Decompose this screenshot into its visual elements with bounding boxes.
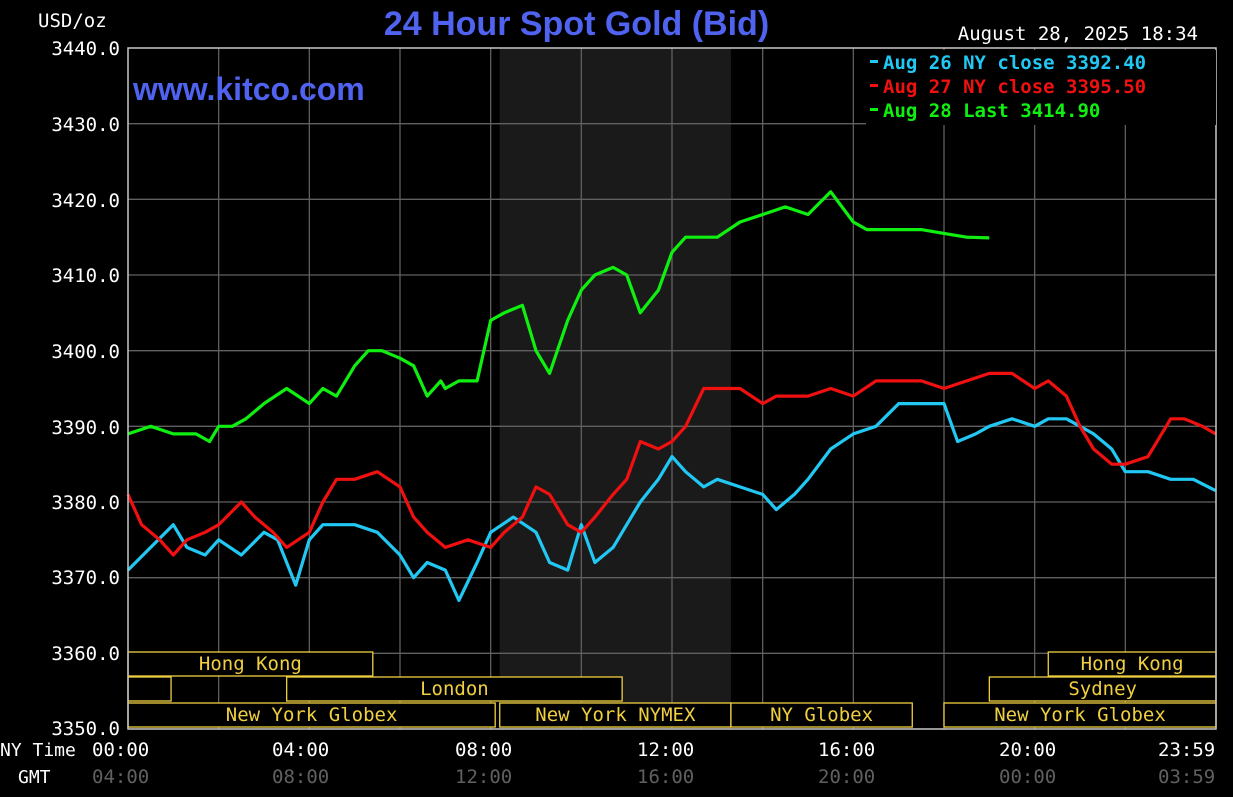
- legend-item-aug26: Aug 26 NY close 3392.40: [870, 52, 1146, 76]
- y-tick-label: 3420.0: [51, 190, 120, 212]
- y-unit-label: USD/oz: [38, 10, 107, 32]
- session-label: New York NYMEX: [535, 704, 696, 726]
- legend-label-aug26: Aug 26 NY close 3392.40: [883, 52, 1147, 74]
- x-tick-label: 16:00: [818, 739, 876, 761]
- session-box: [730, 702, 913, 728]
- series-line-aug28: [127, 190, 990, 444]
- gmt-tick-label: 00:00: [999, 766, 1057, 788]
- gmt-tick-label: 04:00: [92, 766, 150, 788]
- session-box: [286, 676, 623, 702]
- session-box: [499, 702, 732, 728]
- legend-label-aug27: Aug 27 NY close 3395.50: [883, 76, 1147, 98]
- x-tick-label: 23:59: [1158, 739, 1216, 761]
- session-label: Hong Kong: [199, 653, 302, 675]
- session-box: [127, 676, 172, 702]
- x-tick-label: 08:00: [455, 739, 513, 761]
- legend: Aug 26 NY close 3392.40 Aug 27 NY close …: [866, 50, 1216, 125]
- y-tick-label: 3370.0: [51, 567, 120, 589]
- site-url[interactable]: www.kitco.com: [133, 71, 365, 107]
- legend-swatch-aug28: [870, 108, 878, 111]
- y-tick-label: 3400.0: [51, 341, 120, 363]
- session-label: Hong Kong: [1081, 653, 1184, 675]
- y-tick-label: 3350.0: [51, 718, 120, 740]
- chart-datetime: August 28, 2025 18:34: [957, 23, 1198, 45]
- legend-swatch-aug27: [870, 84, 878, 87]
- legend-item-aug27: Aug 27 NY close 3395.50: [870, 76, 1146, 100]
- legend-item-aug28: Aug 28 Last 3414.90: [870, 100, 1100, 124]
- gmt-tick-label: 12:00: [455, 766, 513, 788]
- nymex-session-band: [499, 48, 731, 729]
- session-box: [1047, 651, 1217, 677]
- y-tick-label: 3390.0: [51, 417, 120, 439]
- session-label: New York Globex: [994, 704, 1166, 726]
- legend-swatch-aug26: [870, 60, 878, 63]
- legend-label-aug28: Aug 28 Last 3414.90: [883, 100, 1101, 122]
- plot-frame: [127, 47, 1217, 730]
- session-box: [127, 651, 374, 677]
- session-box: [127, 702, 496, 728]
- gmt-tick-label: 03:59: [1158, 766, 1216, 788]
- x-tick-label: 00:00: [92, 739, 150, 761]
- gmt-tick-label: 16:00: [637, 766, 695, 788]
- x-tick-label: 04:00: [272, 739, 330, 761]
- session-label: Sydney: [1068, 678, 1137, 700]
- x-row-label-gmt: GMT: [18, 767, 51, 788]
- session-box: [988, 676, 1217, 702]
- gmt-tick-label: 08:00: [272, 766, 330, 788]
- session-box: [943, 702, 1217, 728]
- y-tick-label: 3380.0: [51, 492, 120, 514]
- session-label: New York Globex: [226, 704, 398, 726]
- series-line-aug27: [126, 371, 1217, 557]
- session-label: NY Globex: [770, 704, 873, 726]
- x-row-label-ny: NY Time: [0, 740, 76, 761]
- y-tick-label: 3410.0: [51, 265, 120, 287]
- gmt-tick-label: 20:00: [818, 766, 876, 788]
- x-tick-label: 20:00: [999, 739, 1057, 761]
- session-label: London: [420, 678, 489, 700]
- x-tick-label: 12:00: [637, 739, 695, 761]
- series-line-aug26: [126, 402, 1217, 603]
- chart-title: 24 Hour Spot Gold (Bid): [383, 5, 770, 43]
- y-tick-label: 3430.0: [51, 114, 120, 136]
- y-tick-label: 3360.0: [51, 643, 120, 665]
- y-tick-label: 3440.0: [51, 38, 120, 60]
